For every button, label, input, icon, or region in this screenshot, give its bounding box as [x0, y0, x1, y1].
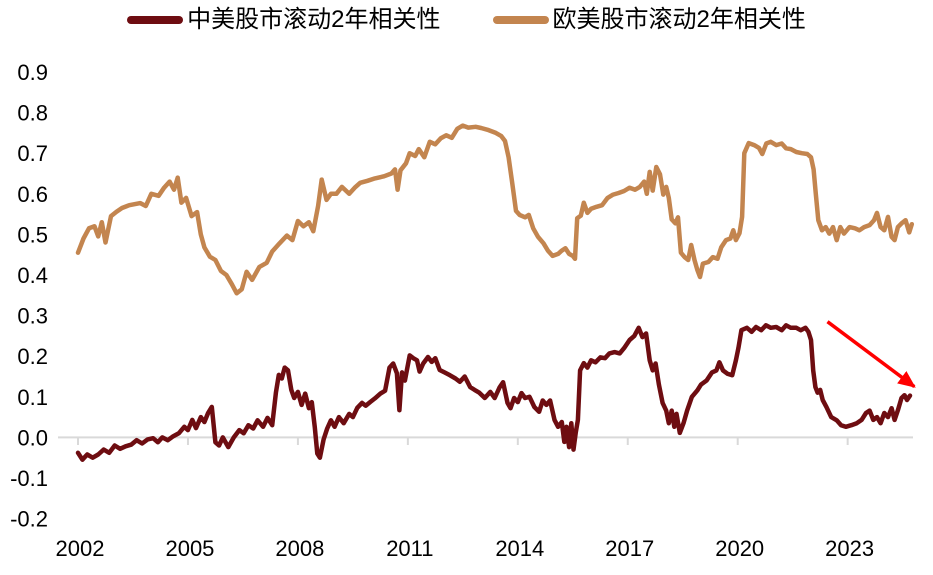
y-tick-label: 0.0 — [17, 425, 48, 450]
chart-legend: 中美股市滚动2年相关性 欧美股市滚动2年相关性 — [0, 6, 933, 33]
legend-swatch-eu-us-icon — [492, 16, 549, 25]
x-tick-label: 2020 — [715, 536, 764, 561]
series-line-eu-us — [75, 123, 915, 296]
legend-label-cn-us: 中美股市滚动2年相关性 — [187, 6, 441, 33]
y-tick-label: 0.8 — [17, 101, 48, 126]
trend-arrow — [826, 320, 916, 389]
x-tick-label: 2017 — [605, 536, 654, 561]
y-tick-label: -0.2 — [10, 507, 48, 532]
x-tick-label: 2011 — [386, 536, 433, 561]
legend-item-eu-us: 欧美股市滚动2年相关性 — [492, 6, 806, 33]
y-tick-label: -0.1 — [10, 466, 48, 491]
y-tick-label: 0.3 — [17, 304, 48, 329]
y-tick-label: 0.2 — [17, 344, 48, 369]
x-tick-label: 2002 — [56, 536, 105, 561]
x-tick-label: 2023 — [825, 536, 874, 561]
y-tick-label: 0.6 — [17, 182, 48, 207]
x-tick-label: 2008 — [275, 536, 324, 561]
legend-swatch-cn-us-icon — [127, 16, 184, 25]
y-tick-label: 0.1 — [17, 385, 48, 410]
legend-label-eu-us: 欧美股市滚动2年相关性 — [552, 6, 806, 33]
y-tick-label: 0.9 — [17, 60, 48, 85]
series-line-cn-us — [75, 323, 913, 462]
y-tick-label: 0.7 — [17, 141, 48, 166]
x-tick-label: 2014 — [495, 536, 544, 561]
y-tick-label: 0.4 — [17, 263, 48, 288]
x-tick-label: 2005 — [165, 536, 214, 561]
y-tick-label: 0.5 — [17, 222, 48, 247]
legend-item-cn-us: 中美股市滚动2年相关性 — [127, 6, 441, 33]
